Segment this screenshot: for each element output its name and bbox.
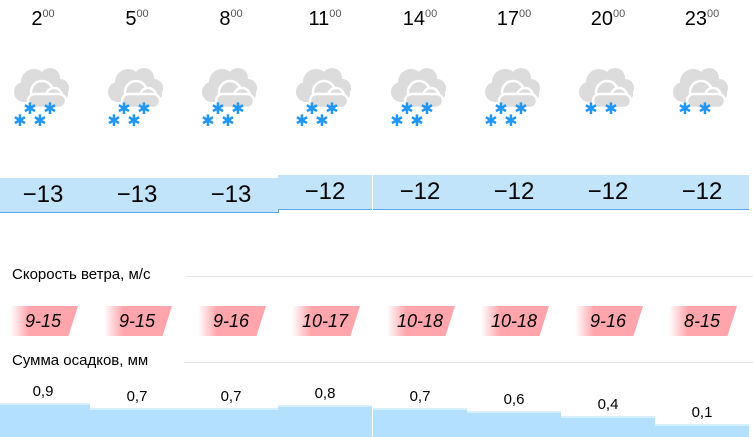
wind-speed-badge: 9-16 <box>184 306 278 336</box>
weather-icon: ✱ ✱ <box>561 40 655 120</box>
precip-value: 0,8 <box>314 385 336 403</box>
wind-speed-badge: 9-16 <box>561 306 655 336</box>
snowflake: ✱ <box>315 113 328 130</box>
cloudy-snow-icon: ✱ ✱✱ ✱ <box>295 68 351 130</box>
cloudy-snow-icon: ✱ ✱✱ ✱ <box>201 68 257 130</box>
wind-speed-badge: 10-18 <box>373 306 467 336</box>
snowflake: ✱ <box>13 113 26 130</box>
precip-value: 0,6 <box>503 390 525 408</box>
snowflake: ✱ <box>23 101 36 118</box>
snowflake: ✱ <box>494 101 507 118</box>
precip-water-level <box>278 405 372 437</box>
precip-value: 0,7 <box>409 388 431 406</box>
precip-water-level <box>561 416 655 437</box>
wind-speed-badge: 10-17 <box>278 306 372 336</box>
precip-label: Сумма осадков, мм <box>12 352 149 369</box>
snowflake: ✱ <box>211 101 224 118</box>
precip-value: 0,4 <box>597 396 619 414</box>
snowflake: ✱ <box>201 113 214 130</box>
snowflake: ✱ <box>400 101 413 118</box>
temperature-cell: −12 <box>655 175 749 210</box>
hour-label: 2300 <box>684 8 720 30</box>
precip-water-level <box>0 402 90 437</box>
weather-icon: ✱ ✱ ✱ ✱ <box>278 40 372 130</box>
precip-value: 0,9 <box>32 382 54 400</box>
hour-label: 500 <box>125 8 149 30</box>
snowflake: ✱ <box>127 113 140 130</box>
cloudy-light-snow-icon: ✱ ✱ <box>673 68 728 118</box>
snowflake: ✱ <box>604 101 617 118</box>
snowflake: ✱ <box>137 101 150 118</box>
snowflake: ✱ <box>231 101 244 118</box>
temperature-cell: −13 <box>0 178 90 213</box>
temperature-cell: −12 <box>278 175 372 210</box>
precip-water-level <box>373 408 467 437</box>
weather-icon: ✱ ✱ ✱ ✱ <box>184 40 278 130</box>
temperature-cell: −12 <box>467 175 561 210</box>
weather-icon: ✱ ✱ ✱ ✱ <box>90 40 184 130</box>
snowflake: ✱ <box>410 113 423 130</box>
wind-speed-badge: 10-18 <box>467 306 561 336</box>
divider <box>186 276 753 277</box>
snowflake: ✱ <box>514 101 527 118</box>
temperature-cell: −12 <box>561 175 655 210</box>
snowflake: ✱ <box>43 101 56 118</box>
temperature-cell: −12 <box>373 175 467 210</box>
precip-water-level <box>655 424 749 437</box>
precip-water-level <box>184 408 278 437</box>
snowflake: ✱ <box>305 101 318 118</box>
weather-icon: ✱ ✱ ✱ ✱ <box>373 40 467 130</box>
wind-speed-badge: 9-15 <box>90 306 184 336</box>
temperature-cell: −13 <box>90 178 184 213</box>
hour-label: 1100 <box>308 8 342 30</box>
precip-value: 0,7 <box>220 388 242 406</box>
precip-water-level <box>467 410 561 437</box>
hour-label: 1700 <box>496 8 532 30</box>
snowflake: ✱ <box>295 113 308 130</box>
hour-label: 800 <box>219 8 243 30</box>
hour-label: 200 <box>31 8 55 30</box>
precip-water-level <box>90 408 184 437</box>
weather-icon: ✱ ✱ ✱ ✱ <box>0 40 90 130</box>
snowflake: ✱ <box>107 113 120 130</box>
precip-value: 0,1 <box>691 404 713 422</box>
hour-label: 1400 <box>402 8 438 30</box>
cloudy-snow-icon: ✱ ✱✱ ✱ <box>107 68 163 130</box>
snowflake: ✱ <box>325 101 338 118</box>
snowflake: ✱ <box>484 113 497 130</box>
hour-label: 2000 <box>590 8 626 30</box>
cloudy-snow-icon: ✱ ✱✱ ✱ <box>13 68 69 130</box>
snowflake: ✱ <box>698 101 711 118</box>
temperature-cell: −13 <box>184 178 279 213</box>
wind-speed-badge: 9-15 <box>0 306 90 336</box>
cloudy-snow-icon: ✱ ✱✱ ✱ <box>484 68 540 130</box>
divider <box>184 362 753 363</box>
weather-icon: ✱ ✱ <box>655 40 749 120</box>
cloudy-snow-icon: ✱ ✱✱ ✱ <box>390 68 446 130</box>
wind-speed-badge: 8-15 <box>655 306 749 336</box>
snowflake: ✱ <box>33 113 46 130</box>
cloudy-light-snow-icon: ✱ ✱ <box>579 68 634 118</box>
snowflake: ✱ <box>584 101 597 118</box>
snowflake: ✱ <box>390 113 403 130</box>
snowflake: ✱ <box>117 101 130 118</box>
wind-label: Скорость ветра, м/с <box>12 266 151 283</box>
weather-icon: ✱ ✱ ✱ ✱ <box>467 40 561 130</box>
precip-value: 0,7 <box>126 388 148 406</box>
snowflake: ✱ <box>420 101 433 118</box>
snowflake: ✱ <box>504 113 517 130</box>
snowflake: ✱ <box>221 113 234 130</box>
snowflake: ✱ <box>678 101 691 118</box>
